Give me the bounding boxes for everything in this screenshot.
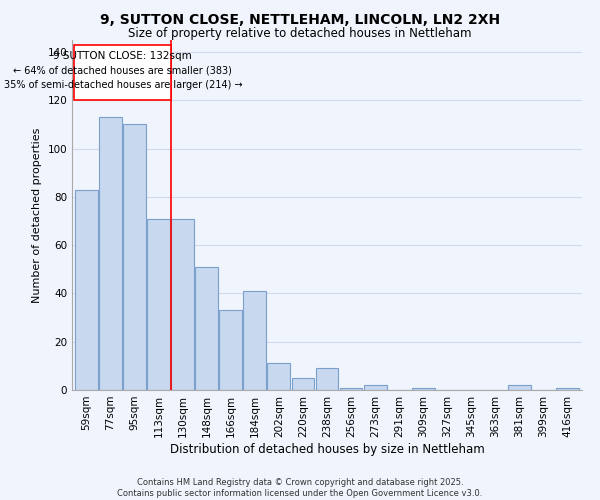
X-axis label: Distribution of detached houses by size in Nettleham: Distribution of detached houses by size … [170,442,484,456]
Bar [508,385,531,390]
Text: 9 SUTTON CLOSE: 132sqm: 9 SUTTON CLOSE: 132sqm [53,50,192,60]
Bar [220,310,242,390]
Bar [556,388,579,390]
FancyBboxPatch shape [74,45,171,100]
Text: ← 64% of detached houses are smaller (383): ← 64% of detached houses are smaller (38… [13,65,232,75]
Text: 9, SUTTON CLOSE, NETTLEHAM, LINCOLN, LN2 2XH: 9, SUTTON CLOSE, NETTLEHAM, LINCOLN, LN2… [100,12,500,26]
Bar [123,124,146,390]
Bar [268,364,290,390]
Bar [244,291,266,390]
Bar [75,190,98,390]
Bar [99,117,122,390]
Bar [412,388,434,390]
Bar [195,267,218,390]
Bar [147,218,170,390]
Bar [340,388,362,390]
Bar [171,218,194,390]
Text: Size of property relative to detached houses in Nettleham: Size of property relative to detached ho… [128,28,472,40]
Text: 35% of semi-detached houses are larger (214) →: 35% of semi-detached houses are larger (… [4,80,242,90]
Bar [316,368,338,390]
Y-axis label: Number of detached properties: Number of detached properties [32,128,42,302]
Bar [364,385,386,390]
Text: Contains HM Land Registry data © Crown copyright and database right 2025.
Contai: Contains HM Land Registry data © Crown c… [118,478,482,498]
Bar [292,378,314,390]
